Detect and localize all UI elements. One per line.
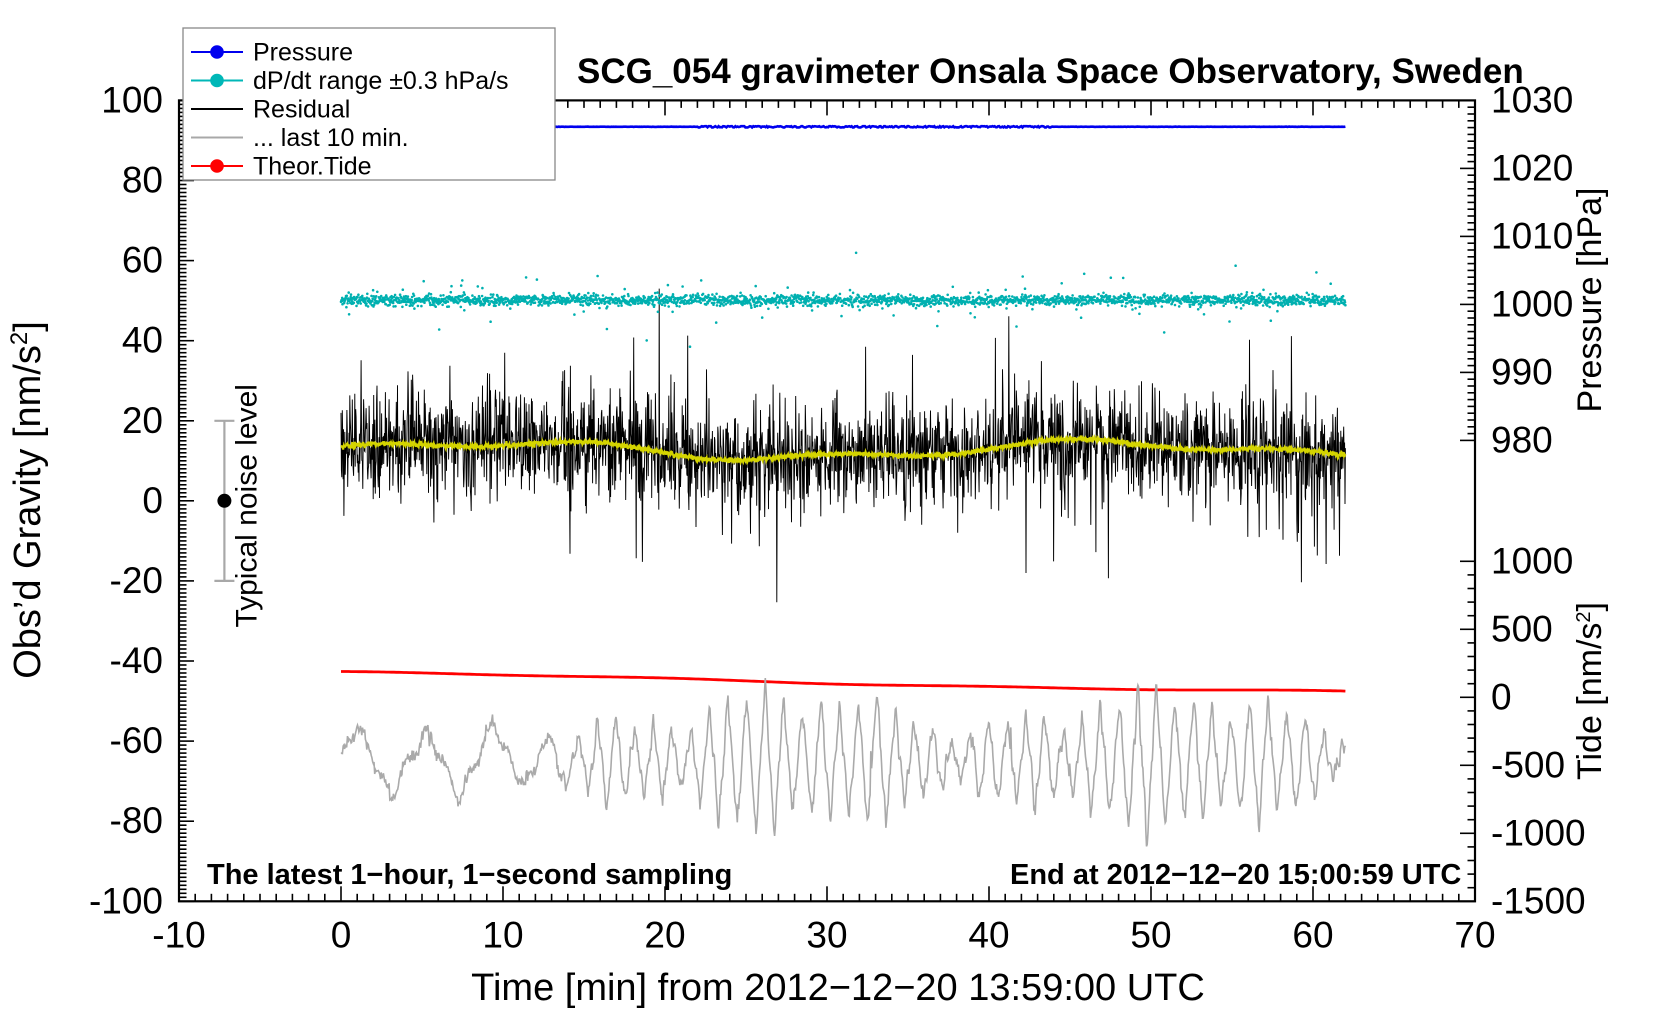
svg-text:30: 30 — [806, 914, 847, 955]
svg-text:1010: 1010 — [1491, 215, 1573, 256]
svg-text:-80: -80 — [110, 800, 163, 841]
svg-text:40: 40 — [968, 914, 1009, 955]
svg-text:-40: -40 — [110, 640, 163, 681]
svg-text:70: 70 — [1454, 914, 1495, 955]
svg-text:990: 990 — [1491, 351, 1553, 392]
svg-text:Typical noise level: Typical noise level — [230, 384, 263, 627]
svg-text:0: 0 — [1491, 676, 1512, 717]
svg-text:1000: 1000 — [1491, 540, 1573, 581]
svg-text:50: 50 — [1130, 914, 1171, 955]
svg-text:-20: -20 — [110, 560, 163, 601]
svg-text:dP/dt range ±0.3 hPa/s: dP/dt range ±0.3 hPa/s — [253, 67, 509, 95]
svg-text:100: 100 — [101, 79, 163, 120]
svg-text:10: 10 — [482, 914, 523, 955]
svg-text:SCG_054 gravimeter Onsala Spac: SCG_054 gravimeter Onsala Space Observat… — [577, 52, 1524, 91]
svg-text:20: 20 — [122, 400, 163, 441]
svg-text:1000: 1000 — [1491, 283, 1573, 324]
svg-text:80: 80 — [122, 160, 163, 201]
svg-text:0: 0 — [331, 914, 352, 955]
svg-text:Pressure: Pressure — [253, 39, 353, 67]
svg-text:... last 10 min.: ... last 10 min. — [253, 124, 409, 152]
svg-text:Time [min] from 2012−12−20 13:: Time [min] from 2012−12−20 13:59:00 UTC — [471, 967, 1205, 1009]
svg-text:40: 40 — [122, 320, 163, 361]
svg-text:Obs’d Gravity [nm/s2]: Obs’d Gravity [nm/s2] — [6, 321, 50, 679]
svg-text:1020: 1020 — [1491, 147, 1573, 188]
svg-text:500: 500 — [1491, 608, 1553, 649]
svg-text:20: 20 — [644, 914, 685, 955]
svg-text:Residual: Residual — [253, 96, 350, 124]
svg-text:0: 0 — [142, 480, 163, 521]
svg-text:-1000: -1000 — [1491, 812, 1586, 853]
svg-text:60: 60 — [1292, 914, 1333, 955]
svg-text:-1500: -1500 — [1491, 880, 1586, 921]
svg-text:Pressure [hPa]: Pressure [hPa] — [1571, 188, 1609, 413]
svg-text:Theor.Tide: Theor.Tide — [253, 153, 372, 181]
svg-text:980: 980 — [1491, 419, 1553, 460]
svg-text:-100: -100 — [89, 880, 163, 921]
svg-text:Tide [nm/s2]: Tide [nm/s2] — [1571, 602, 1609, 780]
svg-text:End at 2012−12−20 15:00:59 UTC: End at 2012−12−20 15:00:59 UTC — [1010, 859, 1461, 891]
svg-text:-500: -500 — [1491, 744, 1565, 785]
svg-text:The latest 1−hour, 1−second sa: The latest 1−hour, 1−second sampling — [207, 859, 732, 891]
svg-text:60: 60 — [122, 240, 163, 281]
svg-text:-60: -60 — [110, 720, 163, 761]
